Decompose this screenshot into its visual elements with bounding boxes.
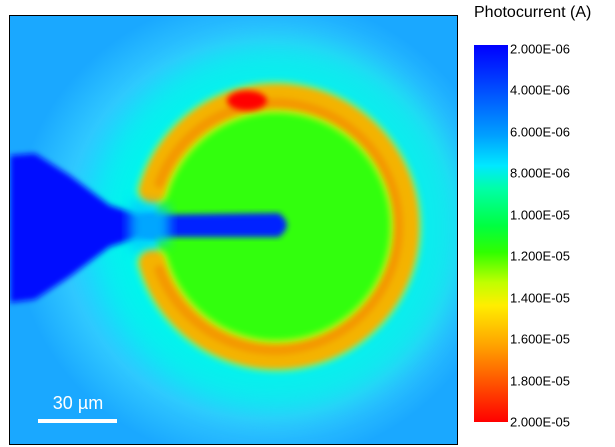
colorbar-tick-label: 1.400E-05 (510, 290, 570, 306)
colorbar-tick-label: 4.000E-06 (510, 82, 570, 98)
colorbar-tick-label: 1.800E-05 (510, 373, 570, 389)
colorbar-tick-label: 2.000E-05 (510, 414, 570, 430)
colorbar-title: Photocurrent (A) (474, 4, 592, 21)
colorbar-tick-label: 1.000E-05 (510, 207, 570, 223)
colorbar-gradient (474, 45, 508, 422)
colorbar-tick-label: 2.000E-06 (510, 41, 570, 57)
colorbar-tick-labels: 2.000E-06 4.000E-06 6.000E-06 8.000E-06 1.00… (510, 38, 615, 438)
colorbar-tick-label: 1.600E-05 (510, 331, 570, 347)
colorbar-tick-label: 1.200E-05 (510, 248, 570, 264)
ring-gap (129, 200, 170, 251)
photocurrent-heatmap (9, 15, 458, 445)
colorbar-tick-label: 8.000E-06 (510, 165, 570, 181)
scale-bar-label: 30 µm (52, 393, 104, 413)
inner-electrode (139, 213, 287, 237)
colorbar-tick-label: 6.000E-06 (510, 124, 570, 140)
scale-bar (38, 419, 117, 423)
heatmap-image (10, 16, 457, 444)
photocurrent-hotspot (227, 90, 267, 111)
ring-band-edge (135, 80, 423, 373)
